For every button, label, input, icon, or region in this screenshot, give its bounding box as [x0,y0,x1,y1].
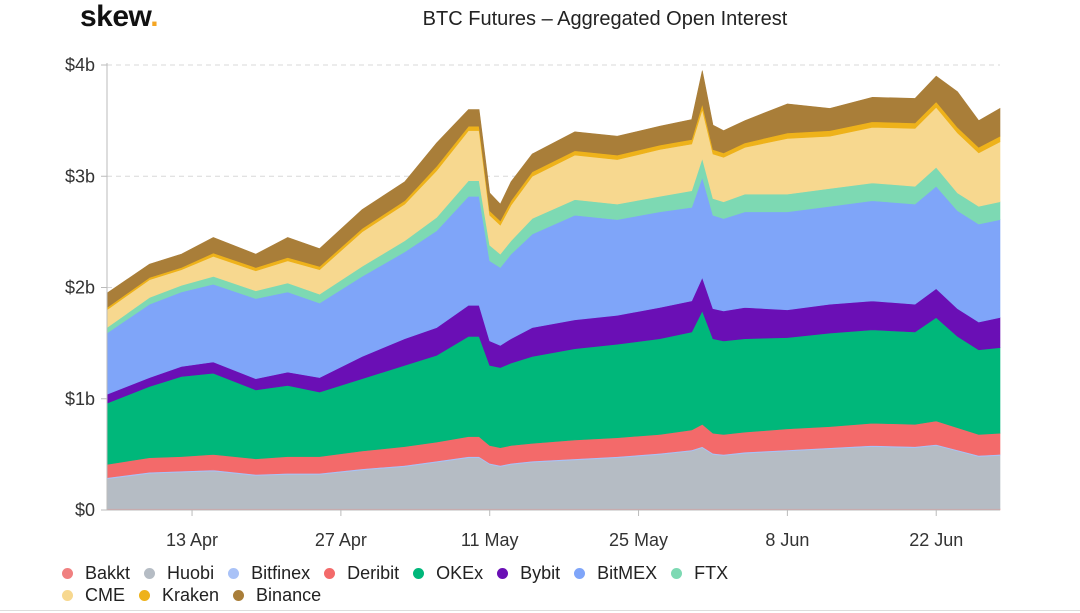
legend-dot-icon [413,567,425,579]
legend-dot-icon [671,567,683,579]
logo-dot: . [150,0,159,33]
stacked-areas [106,70,1001,511]
axes [106,63,1000,511]
legend-dot-icon [139,589,150,601]
x-tick-label: 22 Jun [909,530,963,550]
legend-label: Deribit [347,562,400,583]
legend-item-bakkt[interactable]: Bakkt [62,562,130,584]
logo-text: skew [80,0,151,33]
skew-logo: skew. [80,0,159,34]
open-interest-chart: $0 $1b $2b $3b $4b 13 Apr 27 Apr 11 May 25 May 8… [65,55,1001,550]
x-tick-label: 11 May [461,530,519,550]
chart-title: BTC Futures – Aggregated Open Interest [422,8,788,30]
legend-dot-icon [574,567,586,579]
x-tick-label: 25 May [609,530,668,550]
area-binance[interactable] [106,70,1001,309]
y-tick-label: $2b [65,278,95,298]
y-tick-label: $0 [75,500,95,520]
legend-item-ftx[interactable]: FTX [671,562,728,584]
y-tick-label: $4b [65,55,95,75]
legend-label: FTX [694,562,729,583]
legend-item-okex[interactable]: OKEx [413,562,483,584]
legend-item-bybit[interactable]: Bybit [497,562,560,584]
legend-item-kraken[interactable]: Kraken [139,584,219,606]
legend-dot-icon [324,567,336,579]
legend-item-cme[interactable]: CME [62,584,125,606]
legend-item-deribit[interactable]: Deribit [324,562,399,584]
legend-row: CME Kraken Binance [62,584,962,606]
x-tick-label: 13 Apr [166,530,218,550]
legend-dot-icon [233,589,245,601]
footer-divider [0,610,1080,611]
legend-dot-icon [62,567,73,579]
y-axis-ticks: $0 $1b $2b $3b $4b [65,55,107,520]
legend-dot-icon [144,567,156,579]
legend: Bakkt Huobi Bitfinex Deribit OKEx Bybit BitMEX… [62,562,962,606]
legend-label: Kraken [162,584,220,605]
x-tick-label: 8 Jun [765,530,809,550]
legend-label: Huobi [167,562,215,583]
legend-item-bitfinex[interactable]: Bitfinex [228,562,310,584]
legend-label: Bitfinex [251,562,311,583]
x-axis-ticks: 13 Apr 27 Apr 11 May 25 May 8 Jun 22 Jun [166,510,963,550]
legend-label: OKEx [436,562,484,583]
legend-label: Bakkt [85,562,131,583]
legend-row: Bakkt Huobi Bitfinex Deribit OKEx Bybit BitMEX… [62,562,962,584]
y-tick-label: $1b [65,389,95,409]
legend-dot-icon [62,589,73,601]
x-tick-label: 27 Apr [315,530,367,550]
legend-item-bitmex[interactable]: BitMEX [574,562,657,584]
y-tick-label: $3b [65,166,95,186]
legend-label: BitMEX [597,562,658,583]
legend-dot-icon [228,567,240,579]
legend-label: Bybit [520,562,561,583]
legend-item-huobi[interactable]: Huobi [144,562,214,584]
legend-label: Binance [256,584,322,605]
legend-item-binance[interactable]: Binance [233,584,321,606]
legend-label: CME [85,584,125,605]
legend-dot-icon [497,567,509,579]
